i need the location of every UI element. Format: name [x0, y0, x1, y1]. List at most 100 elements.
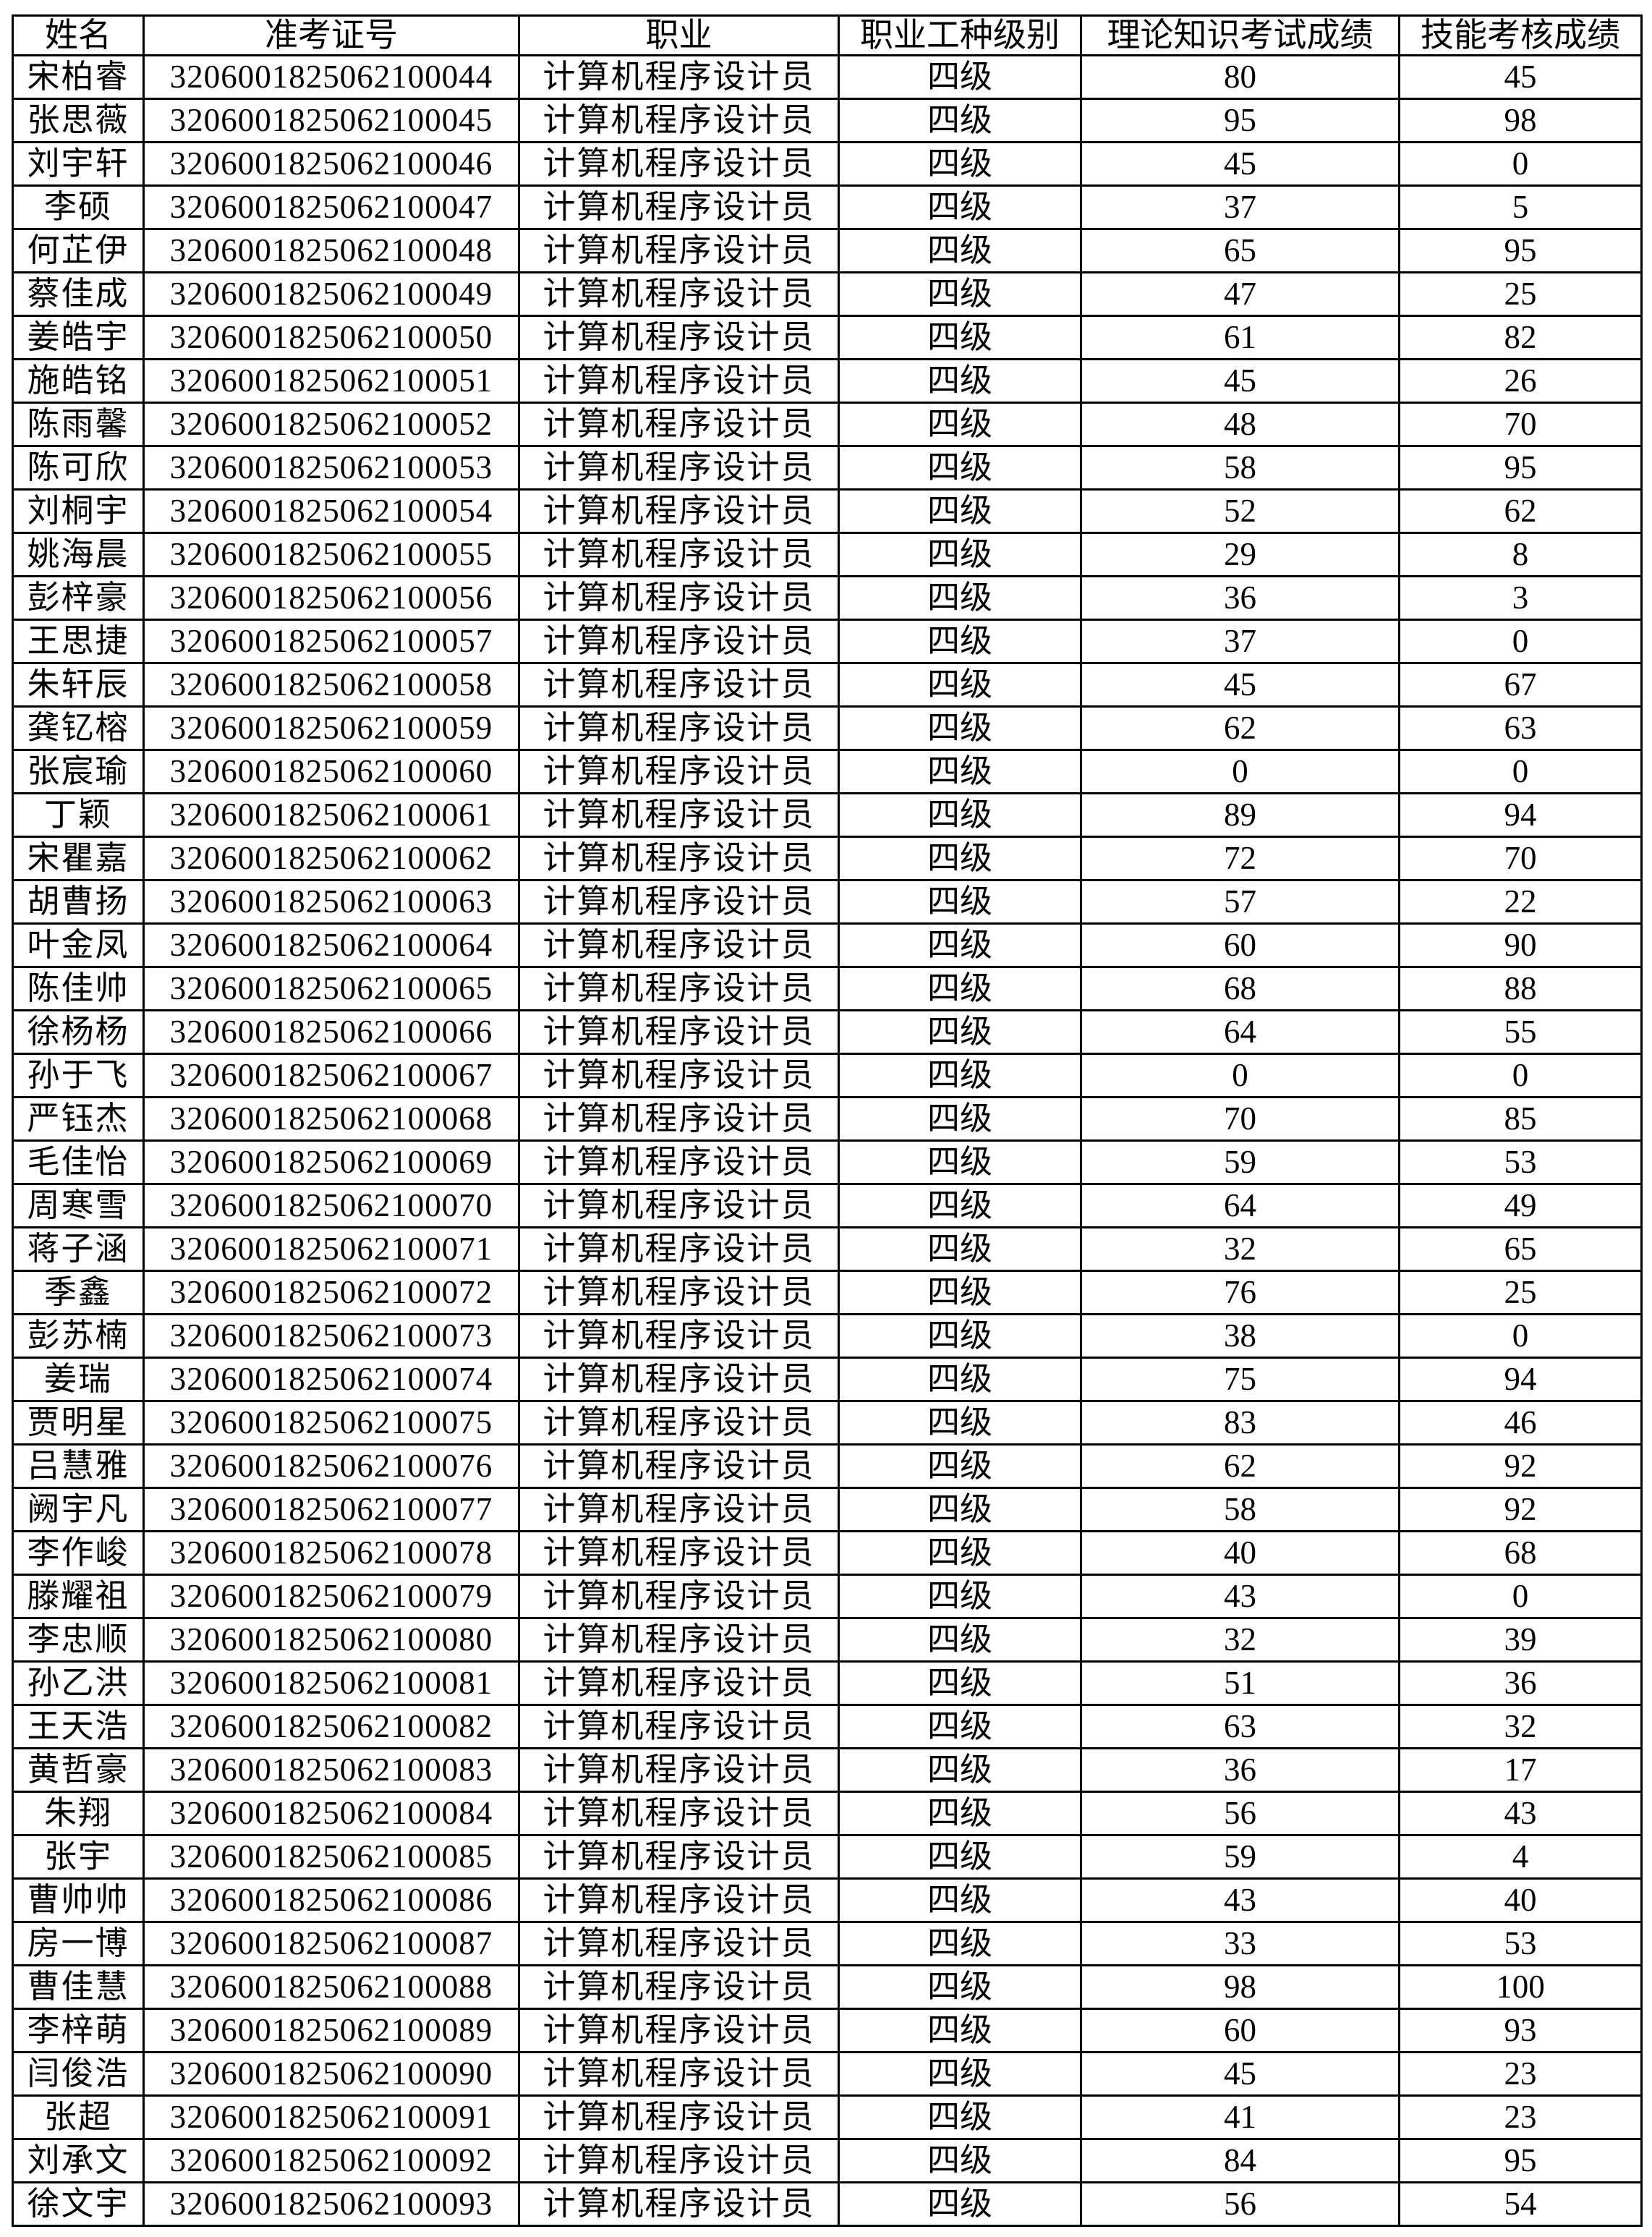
cell-theory-score: 68 — [1080, 966, 1400, 1011]
cell-skill-score: 65 — [1398, 1226, 1643, 1272]
cell-level: 四级 — [838, 749, 1082, 794]
cell-occupation: 计算机程序设计员 — [518, 1139, 840, 1185]
cell-theory-score: 59 — [1080, 1139, 1400, 1185]
cell-theory-score: 60 — [1080, 922, 1400, 968]
cell-theory-score: 45 — [1080, 2051, 1400, 2097]
table-row: 施皓铭 3206001825062100051 计算机程序设计员 四级 45 26 — [12, 358, 1643, 404]
table-row: 孙于飞 3206001825062100067 计算机程序设计员 四级 0 0 — [12, 1053, 1643, 1098]
cell-occupation: 计算机程序设计员 — [518, 445, 840, 491]
cell-level: 四级 — [838, 445, 1082, 491]
cell-level: 四级 — [838, 705, 1082, 751]
cell-skill-score: 70 — [1398, 402, 1643, 447]
table-row: 徐杨杨 3206001825062100066 计算机程序设计员 四级 64 55 — [12, 1009, 1643, 1055]
cell-occupation: 计算机程序设计员 — [518, 315, 840, 360]
cell-skill-score: 88 — [1398, 966, 1643, 1011]
cell-exam-id: 3206001825062100056 — [142, 575, 520, 621]
cell-occupation: 计算机程序设计员 — [518, 705, 840, 751]
cell-level: 四级 — [838, 1487, 1082, 1532]
cell-theory-score: 84 — [1080, 2138, 1400, 2183]
cell-exam-id: 3206001825062100053 — [142, 445, 520, 491]
cell-skill-score: 23 — [1398, 2094, 1643, 2140]
table-row: 蔡佳成 3206001825062100049 计算机程序设计员 四级 47 25 — [12, 271, 1643, 317]
cell-occupation: 计算机程序设计员 — [518, 662, 840, 708]
cell-level: 四级 — [838, 1053, 1082, 1098]
cell-skill-score: 53 — [1398, 1921, 1643, 1966]
table-row: 彭梓豪 3206001825062100056 计算机程序设计员 四级 36 3 — [12, 575, 1643, 621]
cell-level: 四级 — [838, 922, 1082, 968]
cell-name: 刘桐宇 — [12, 488, 145, 534]
cell-exam-id: 3206001825062100079 — [142, 1574, 520, 1619]
cell-name: 张超 — [12, 2094, 145, 2140]
cell-level: 四级 — [838, 1877, 1082, 1923]
cell-exam-id: 3206001825062100084 — [142, 1791, 520, 1836]
cell-theory-score: 37 — [1080, 184, 1400, 230]
cell-theory-score: 40 — [1080, 1530, 1400, 1576]
cell-theory-score: 43 — [1080, 1877, 1400, 1923]
cell-skill-score: 0 — [1398, 749, 1643, 794]
cell-level: 四级 — [838, 792, 1082, 838]
cell-theory-score: 75 — [1080, 1357, 1400, 1402]
cell-exam-id: 3206001825062100067 — [142, 1053, 520, 1098]
cell-theory-score: 37 — [1080, 619, 1400, 664]
cell-level: 四级 — [838, 2051, 1082, 2097]
table-row: 阙宇凡 3206001825062100077 计算机程序设计员 四级 58 92 — [12, 1487, 1643, 1532]
cell-skill-score: 62 — [1398, 488, 1643, 534]
table-row: 姚海晨 3206001825062100055 计算机程序设计员 四级 29 8 — [12, 532, 1643, 577]
cell-name: 房一博 — [12, 1921, 145, 1966]
cell-skill-score: 3 — [1398, 575, 1643, 621]
cell-level: 四级 — [838, 1834, 1082, 1880]
cell-level: 四级 — [838, 358, 1082, 404]
table-row: 徐文宇 3206001825062100093 计算机程序设计员 四级 56 54 — [12, 2181, 1643, 2227]
cell-theory-score: 80 — [1080, 54, 1400, 100]
cell-name: 吕慧雅 — [12, 1443, 145, 1489]
cell-occupation: 计算机程序设计员 — [518, 1009, 840, 1055]
cell-exam-id: 3206001825062100075 — [142, 1400, 520, 1446]
cell-occupation: 计算机程序设计员 — [518, 1791, 840, 1836]
cell-skill-score: 70 — [1398, 836, 1643, 881]
cell-occupation: 计算机程序设计员 — [518, 1183, 840, 1228]
cell-occupation: 计算机程序设计员 — [518, 575, 840, 621]
cell-exam-id: 3206001825062100092 — [142, 2138, 520, 2183]
cell-name: 刘宇轩 — [12, 141, 145, 187]
cell-theory-score: 62 — [1080, 705, 1400, 751]
cell-level: 四级 — [838, 532, 1082, 577]
cell-name: 何芷伊 — [12, 228, 145, 273]
table-row: 刘宇轩 3206001825062100046 计算机程序设计员 四级 45 0 — [12, 141, 1643, 187]
cell-level: 四级 — [838, 228, 1082, 273]
cell-occupation: 计算机程序设计员 — [518, 836, 840, 881]
cell-exam-id: 3206001825062100055 — [142, 532, 520, 577]
cell-name: 曹佳慧 — [12, 1964, 145, 2010]
table-row: 李硕 3206001825062100047 计算机程序设计员 四级 37 5 — [12, 184, 1643, 230]
cell-name: 李梓萌 — [12, 2008, 145, 2053]
cell-level: 四级 — [838, 836, 1082, 881]
cell-skill-score: 82 — [1398, 315, 1643, 360]
cell-name: 宋柏睿 — [12, 54, 145, 100]
cell-theory-score: 29 — [1080, 532, 1400, 577]
cell-occupation: 计算机程序设计员 — [518, 1921, 840, 1966]
cell-skill-score: 45 — [1398, 54, 1643, 100]
cell-exam-id: 3206001825062100068 — [142, 1096, 520, 1142]
cell-name: 季鑫 — [12, 1270, 145, 1315]
cell-skill-score: 92 — [1398, 1487, 1643, 1532]
table-row: 季鑫 3206001825062100072 计算机程序设计员 四级 76 25 — [12, 1270, 1643, 1315]
cell-skill-score: 23 — [1398, 2051, 1643, 2097]
cell-name: 张思薇 — [12, 98, 145, 143]
cell-theory-score: 95 — [1080, 98, 1400, 143]
cell-level: 四级 — [838, 966, 1082, 1011]
cell-name: 龚钇榕 — [12, 705, 145, 751]
table-row: 房一博 3206001825062100087 计算机程序设计员 四级 33 53 — [12, 1921, 1643, 1966]
cell-name: 李忠顺 — [12, 1617, 145, 1663]
cell-theory-score: 64 — [1080, 1183, 1400, 1228]
cell-level: 四级 — [838, 141, 1082, 187]
cell-skill-score: 95 — [1398, 2138, 1643, 2183]
cell-name: 姜瑞 — [12, 1357, 145, 1402]
cell-exam-id: 3206001825062100049 — [142, 271, 520, 317]
cell-name: 朱翔 — [12, 1791, 145, 1836]
table-row: 胡曹扬 3206001825062100063 计算机程序设计员 四级 57 22 — [12, 879, 1643, 925]
cell-occupation: 计算机程序设计员 — [518, 1096, 840, 1142]
cell-level: 四级 — [838, 575, 1082, 621]
table-row: 张宸瑜 3206001825062100060 计算机程序设计员 四级 0 0 — [12, 749, 1643, 794]
header-exam-id: 准考证号 — [142, 14, 520, 56]
header-skill-score: 技能考核成绩 — [1398, 14, 1643, 56]
cell-skill-score: 98 — [1398, 98, 1643, 143]
